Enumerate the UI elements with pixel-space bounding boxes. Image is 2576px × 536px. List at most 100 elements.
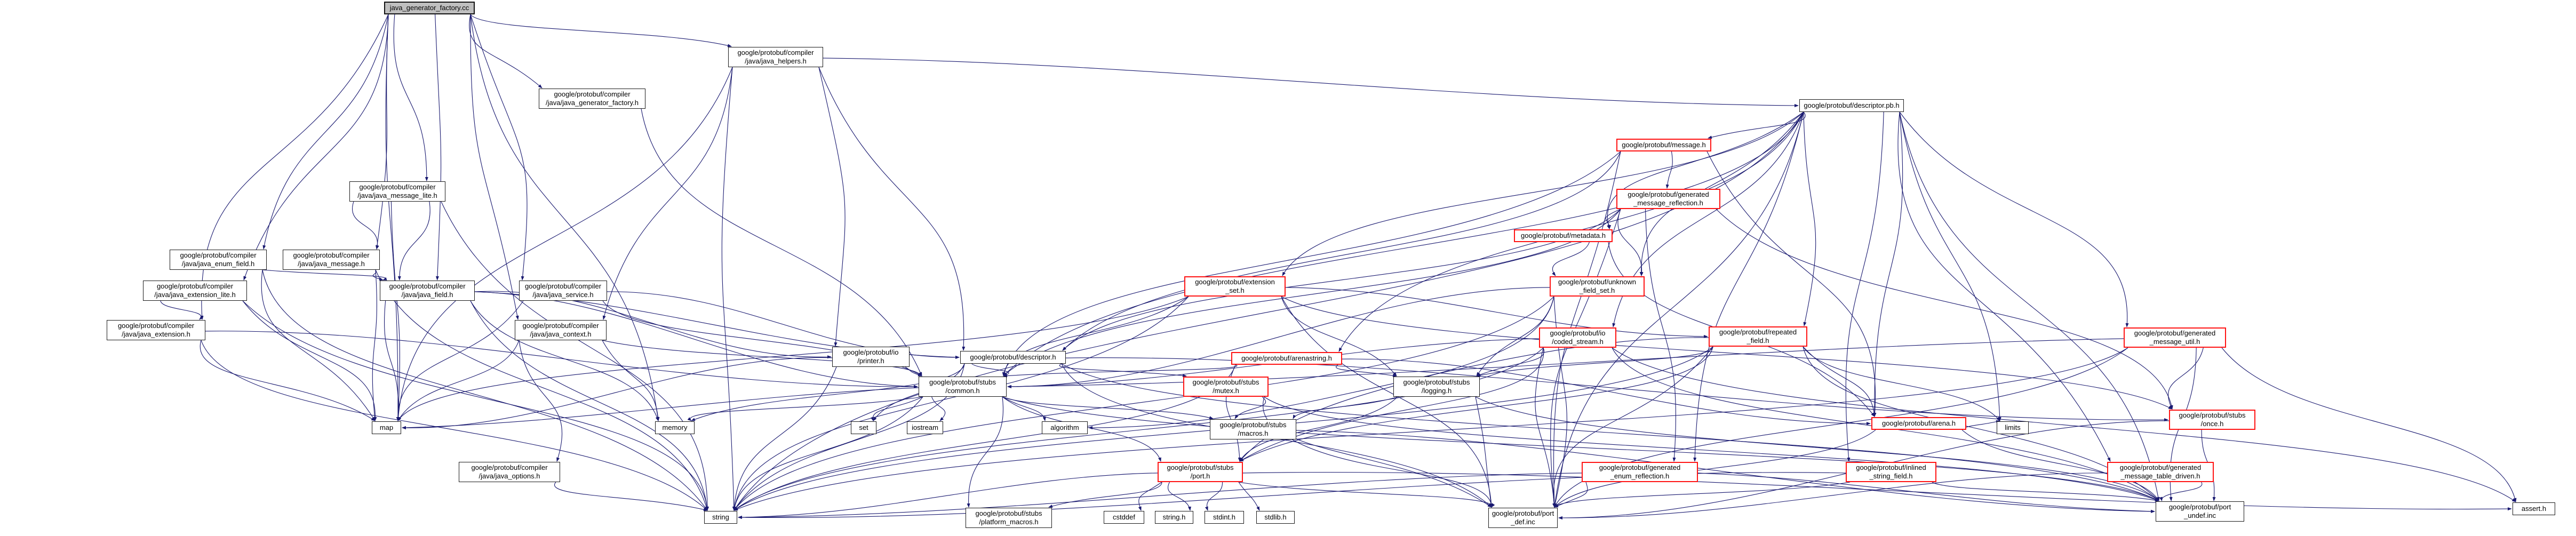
node-label-line: /coded_stream.h [1552, 338, 1604, 346]
include-edge-java_extension-to-stubs_common [205, 331, 918, 389]
graph-node-gen_msg_table_driven[interactable]: google/protobuf/generated _message_table_… [2107, 462, 2214, 482]
node-label-line: /common.h [945, 387, 980, 395]
graph-root-node-root[interactable]: java_generator_factory.cc [384, 2, 475, 14]
node-label-line: google/protobuf/generated [2134, 329, 2216, 337]
graph-node-stubs_common[interactable]: google/protobuf/stubs/common.h [919, 377, 1007, 397]
include-edge-stubs_common-to-platform_macros [967, 396, 1003, 508]
include-edge-stubs_macros-to-port_def [1291, 439, 1493, 508]
include-edge-root-to-map [385, 14, 400, 421]
include-edge-message-to-descriptor_h [1062, 151, 1621, 351]
graph-node-stubs_port[interactable]: google/protobuf/stubs/port.h [1158, 462, 1243, 482]
graph-node-metadata[interactable]: google/protobuf/metadata.h [1514, 229, 1613, 242]
include-edge-extension_set-to-stubs_once [1281, 296, 2173, 410]
graph-node-stubs_mutex[interactable]: google/protobuf/stubs/mutex.h [1183, 377, 1269, 397]
graph-node-java_service[interactable]: google/protobuf/compiler/java/java_servi… [519, 281, 607, 301]
include-edge-unknown_field_set-to-stubs_common [1007, 287, 1550, 388]
include-edge-gen_msg_table_driven-to-port_undef [2159, 482, 2203, 501]
node-label-line: google/protobuf/message.h [1622, 140, 1706, 149]
include-edge-gen_msg_reflection-to-unknown_field_set [1617, 209, 1644, 276]
node-label-line: google/protobuf/metadata.h [1520, 231, 1606, 239]
node-label-line: google/protobuf/stubs [1167, 463, 1234, 471]
include-edge-gen_msg_util-to-stubs_once [2168, 347, 2204, 410]
graph-node-extension_set[interactable]: google/protobuf/extension _set.h [1184, 276, 1286, 297]
graph-node-java_field[interactable]: google/protobuf/compiler/java/java_field… [380, 281, 475, 301]
graph-node-iostream[interactable]: iostream [907, 421, 943, 434]
graph-node-arena[interactable]: google/protobuf/arena.h [1871, 417, 1966, 430]
include-edge-java_message_lite-to-java_message [352, 201, 379, 250]
node-label-line: /java/java_context.h [530, 330, 592, 338]
include-edge-stubs_logging-to-stubs_macros [1293, 396, 1398, 419]
graph-node-limits[interactable]: limits [1997, 421, 2029, 434]
node-label-line: /macros.h [1238, 429, 1269, 437]
include-edge-stubs_port-to-platform_macros [1048, 482, 1162, 508]
include-edge-java_message_lite-to-string [441, 201, 709, 511]
node-label-line: /java/java_enum_field.h [181, 260, 255, 268]
graph-node-java_message_lite[interactable]: google/protobuf/compiler/java/java_messa… [349, 181, 445, 202]
include-edge-root-to-java_helpers [470, 14, 732, 47]
graph-node-java_helpers[interactable]: google/protobuf/compiler/java/java_helpe… [728, 47, 823, 67]
graph-node-message[interactable]: google/protobuf/message.h [1616, 139, 1711, 151]
node-label-line: google/protobuf/compiler [554, 90, 631, 98]
include-edge-repeated_field-to-stubs_port [1239, 346, 1713, 462]
include-edge-repeated_field-to-port_def [1552, 346, 1713, 508]
include-edge-arenastring-to-stubs_logging [1336, 364, 1397, 378]
graph-node-stubs_logging[interactable]: google/protobuf/stubs/logging.h [1393, 377, 1480, 397]
graph-node-stdint_h[interactable]: stdint.h [1205, 511, 1244, 524]
node-label-line: google/protobuf/stubs [929, 378, 996, 386]
graph-node-arenastring[interactable]: google/protobuf/arenastring.h [1231, 352, 1342, 365]
graph-node-inlined_string_field[interactable]: google/protobuf/inlined _string_field.h [1846, 462, 1936, 482]
graph-node-coded_stream[interactable]: google/protobuf/io/coded_stream.h [1539, 327, 1616, 348]
graph-node-io_printer[interactable]: google/protobuf/io/printer.h [832, 347, 910, 367]
include-edge-repeated_field-to-stubs_logging [1476, 346, 1713, 377]
graph-node-java_enum_field[interactable]: google/protobuf/compiler/java/java_enum_… [170, 250, 267, 270]
graph-node-gen_msg_util[interactable]: google/protobuf/generated _message_util.h [2124, 327, 2226, 348]
graph-node-gen_enum_reflection[interactable]: google/protobuf/generated _enum_reflectio… [1582, 462, 1698, 482]
graph-node-string_h[interactable]: string.h [1155, 511, 1193, 524]
node-label-line: google/protobuf/io [843, 348, 899, 356]
graph-node-cstddef[interactable]: cstddef [1104, 511, 1144, 524]
graph-node-java_options[interactable]: google/protobuf/compiler/java/java_optio… [459, 462, 560, 482]
graph-node-algorithm[interactable]: algorithm [1042, 421, 1088, 434]
node-label-line: algorithm [1050, 423, 1079, 431]
graph-node-platform_macros[interactable]: google/protobuf/stubs/platform_macros.h [966, 508, 1052, 528]
graph-node-repeated_field[interactable]: google/protobuf/repeated _field.h [1709, 326, 1807, 347]
node-label-line: google/protobuf/generated [1599, 463, 1681, 471]
include-edge-extension_set-to-stubs_common [1002, 296, 1189, 377]
graph-node-port_def[interactable]: google/protobuf/port _def.inc [1488, 508, 1558, 528]
include-edge-stubs_logging-to-port_def [1475, 396, 1493, 508]
include-edge-extension_set-to-port_def [1281, 296, 1493, 508]
graph-node-assert_h[interactable]: assert.h [2513, 502, 2555, 515]
include-edge-java_options-to-string [554, 482, 708, 511]
graph-node-gen_msg_reflection[interactable]: google/protobuf/generated _message_reflec… [1616, 189, 1720, 209]
include-edge-root-to-java_field [435, 14, 442, 281]
graph-node-java_message[interactable]: google/protobuf/compiler/java/java_messa… [283, 250, 380, 270]
graph-node-java_context[interactable]: google/protobuf/compiler/java/java_conte… [515, 320, 607, 340]
include-edge-java_context-to-java_options [519, 340, 563, 462]
include-edge-root-to-java_gen_factory_h [469, 14, 543, 89]
graph-node-set[interactable]: set [851, 421, 876, 434]
graph-node-unknown_field_set[interactable]: google/protobuf/unknown _field_set.h [1550, 276, 1645, 297]
include-edge-arena-to-limits [1961, 420, 2000, 430]
include-edge-java_context-to-memory [602, 340, 660, 421]
node-label-line: _message_table_driven.h [2120, 472, 2200, 480]
include-edge-stubs_common-to-stubs_macros [1002, 396, 1214, 419]
graph-node-java_extension[interactable]: google/protobuf/compiler/java/java_exten… [107, 320, 205, 340]
graph-node-map[interactable]: map [372, 421, 401, 434]
include-edge-java_field-to-memory [470, 300, 659, 421]
include-edge-java_field-to-map [384, 300, 400, 421]
node-label-line: google/protobuf/compiler [737, 48, 814, 57]
graph-node-string[interactable]: string [704, 511, 737, 524]
graph-node-stubs_macros[interactable]: google/protobuf/stubs/macros.h [1210, 419, 1296, 439]
graph-node-stdlib_h[interactable]: stdlib.h [1256, 511, 1295, 524]
graph-node-stubs_once[interactable]: google/protobuf/stubs/once.h [2169, 410, 2255, 430]
graph-node-descriptor_pb[interactable]: google/protobuf/descriptor.pb.h [1799, 99, 1904, 112]
include-edge-stubs_common-to-string [733, 396, 923, 511]
graph-node-port_undef[interactable]: google/protobuf/port _undef.inc [2156, 501, 2244, 522]
graph-node-java_gen_factory_h[interactable]: google/protobuf/compiler/java/java_gener… [539, 89, 645, 109]
graph-node-java_extension_lite[interactable]: google/protobuf/compiler/java/java_exten… [143, 281, 247, 301]
graph-node-descriptor_h[interactable]: google/protobuf/descriptor.h [960, 351, 1066, 364]
graph-node-memory[interactable]: memory [655, 421, 695, 434]
include-edge-stubs_mutex-to-port_undef [1264, 396, 2159, 501]
include-edge-stubs_common-to-port_undef [1002, 396, 2159, 501]
